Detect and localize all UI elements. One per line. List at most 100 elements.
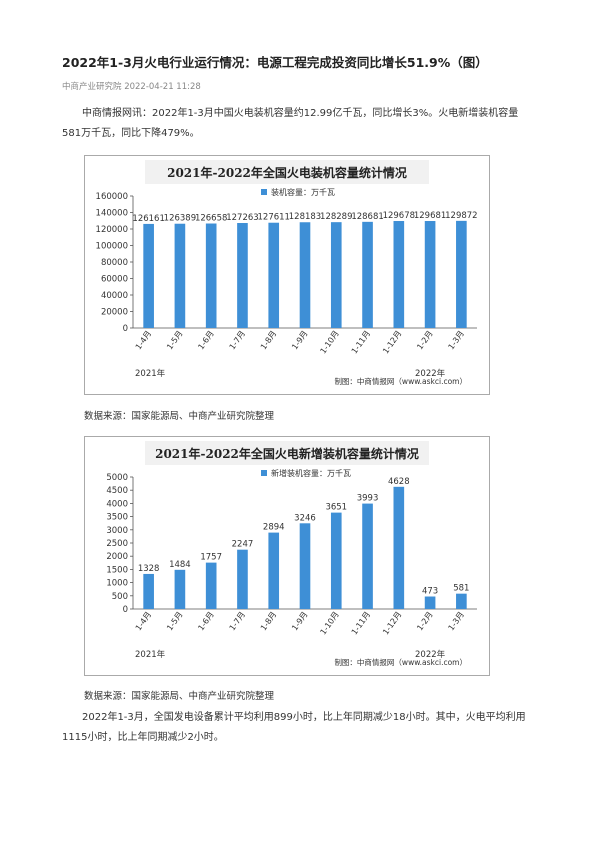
chart-2-ytick-label: 500 (112, 592, 128, 602)
chart-1-source: 数据来源：国家能源局、中商产业研究院整理 (84, 411, 275, 422)
chart-1-category-label: 1-3月 (447, 329, 466, 351)
chart-1-data-label: 126389 (164, 214, 196, 224)
chart-2-ytick-label: 3000 (106, 526, 128, 536)
chart-1-ytick-label: 20000 (101, 308, 128, 318)
chart-2-category-label: 1-8月 (259, 610, 278, 632)
chart-1-bar (237, 223, 248, 328)
chart-2-ytick-label: 4000 (106, 499, 128, 509)
chart-2-ytick-label: 2500 (106, 539, 128, 549)
chart-2-category-label: 1-4月 (134, 610, 153, 632)
chart-1-legend-swatch (261, 189, 267, 195)
chart-1-category-label: 1-5月 (165, 329, 184, 351)
chart-2-ytick-label: 0 (123, 605, 128, 615)
chart-1-ytick-label: 40000 (101, 291, 128, 301)
chart-2-bar (330, 512, 342, 609)
chart-1-year-label: 2022年 (415, 368, 446, 379)
chart-2-container: 2021年-2022年全国火电新增装机容量统计情况新增装机容量：万千瓦 500 0 4… (84, 436, 490, 676)
article-title: 2022年1-3月火电行业运行情况：电源工程完成投资同比增长51.9%（图） (62, 55, 488, 70)
chart-2-bar (268, 532, 280, 609)
article-paragraph-2: 2022年1-3月，全国发电设备累计平均利用899小时，比上年同期减少18小时。… (62, 712, 526, 743)
chart-1-data-label: 129872 (445, 211, 477, 221)
chart-1-data-label: 126161 (132, 214, 164, 224)
chart-1-category-label: 1-2月 (415, 329, 434, 351)
chart-1-category-label: 1-7月 (228, 329, 247, 351)
chart-2-data-label: 3246 (294, 513, 316, 523)
chart-1-ytick-label: 80000 (101, 258, 128, 268)
article-paragraph-1: 中商情报网讯：2022年1-3月中国火电装机容量约12.99亿千瓦，同比增长3%… (62, 108, 519, 139)
chart-2-bar (237, 549, 248, 609)
chart-1-category-label: 1-4月 (134, 329, 153, 351)
chart-2-bar (424, 596, 436, 609)
chart-1-title: 2021年-2022年全国火电装机容量统计情况 (167, 165, 407, 180)
chart-2-ytick-label: 1000 (106, 579, 128, 589)
chart-1-category-label: 1-8月 (259, 329, 278, 351)
chart-2-category-label: 1-5月 (165, 610, 184, 632)
chart-2-data-label: 2247 (232, 540, 254, 550)
chart-1-bar (299, 222, 311, 328)
chart-2-year-label: 2021年 (135, 649, 166, 660)
chart-1-bar (143, 223, 154, 328)
chart-1-bar (268, 222, 280, 328)
chart-2-category-label: 1-2月 (415, 610, 434, 632)
chart-2-category-label: 1-12月 (381, 610, 403, 637)
chart-2-bar (456, 593, 467, 609)
chart-2-data-label: 4628 (388, 477, 410, 487)
chart-1-container: 2021年-2022年全国火电装机容量统计情况 装机容量：万千瓦 160000 140… (84, 155, 490, 395)
chart-2-ytick-label: 3500 (106, 513, 128, 523)
chart-2-ytick-label: 4500 (106, 486, 128, 496)
chart-2-category-label: 1-9月 (290, 610, 309, 632)
chart-1-data-label: 126658 (195, 214, 227, 224)
chart-2-category-label: 1-10月 (319, 610, 341, 637)
chart-1-ytick-label: 60000 (101, 275, 128, 285)
chart-2-credit: 制图：中商情报网（www.askci.com） (334, 657, 467, 667)
article-source-date: 中商产业研究院 2022-04-21 11:28 (62, 82, 201, 92)
chart-1-legend-label: 装机容量：万千瓦 (271, 187, 335, 197)
chart-2-ytick-label: 2000 (106, 552, 128, 562)
chart-2-ytick-label: 1500 (106, 565, 128, 575)
chart-1-bar (456, 220, 467, 328)
chart-2-bar (362, 503, 373, 609)
chart-1-bar (393, 221, 405, 328)
chart-2-legend-label: 新增装机容量：万千瓦 (271, 468, 351, 478)
chart-1-ytick-label: 120000 (96, 225, 128, 235)
chart-1-category-label: 1-11月 (350, 329, 372, 356)
chart-2-data-label: 1757 (200, 553, 222, 563)
chart-1-ytick-label: 100000 (96, 242, 128, 252)
chart-1-data-label: 129678 (383, 211, 415, 221)
chart-2-title: 2021年-2022年全国火电新增装机容量统计情况 (155, 446, 419, 461)
chart-1-bar (362, 221, 373, 328)
chart-2-bar (393, 486, 405, 609)
chart-2-data-label: 473 (422, 587, 438, 597)
chart-2-category-label: 1-6月 (196, 610, 215, 632)
chart-1-bar (330, 222, 342, 328)
chart-2-category-label: 1-11月 (350, 610, 372, 637)
chart-1-category-label: 1-12月 (381, 329, 403, 356)
chart-2-bar (299, 523, 311, 609)
chart-1-data-label: 127611 (258, 213, 290, 223)
chart-2-data-label: 2894 (263, 523, 285, 533)
chart-1-title-band (145, 160, 429, 184)
chart-1-year-label: 2021年 (135, 368, 166, 379)
chart-1-data-label: 129681 (414, 211, 446, 221)
chart-1-ytick-label: 0 (123, 324, 128, 334)
chart-2-data-label: 581 (453, 584, 469, 594)
chart-2-title-band (145, 441, 429, 465)
chart-2-category-label: 1-7月 (228, 610, 247, 632)
chart-1-data-label: 127263 (226, 213, 258, 223)
chart-2-legend-swatch (261, 470, 267, 476)
chart-2-category-label: 1-3月 (447, 610, 466, 632)
chart-2-data-label: 1328 (138, 564, 160, 574)
chart-2-source: 数据来源：国家能源局、中商产业研究院整理 (84, 691, 275, 702)
chart-2-bar (205, 562, 217, 609)
chart-2-data-label: 3993 (357, 494, 379, 504)
chart-2-year-label: 2022年 (415, 649, 446, 660)
chart-1-category-label: 1-6月 (196, 329, 215, 351)
chart-1-category-label: 1-10月 (319, 329, 341, 356)
chart-2-data-label: 1484 (169, 560, 191, 570)
chart-1-category-label: 1-9月 (290, 329, 309, 351)
chart-1-bar (424, 221, 436, 328)
chart-1-credit: 制图：中商情报网（www.askci.com） (334, 376, 467, 386)
chart-1-data-label: 128183 (289, 212, 321, 222)
